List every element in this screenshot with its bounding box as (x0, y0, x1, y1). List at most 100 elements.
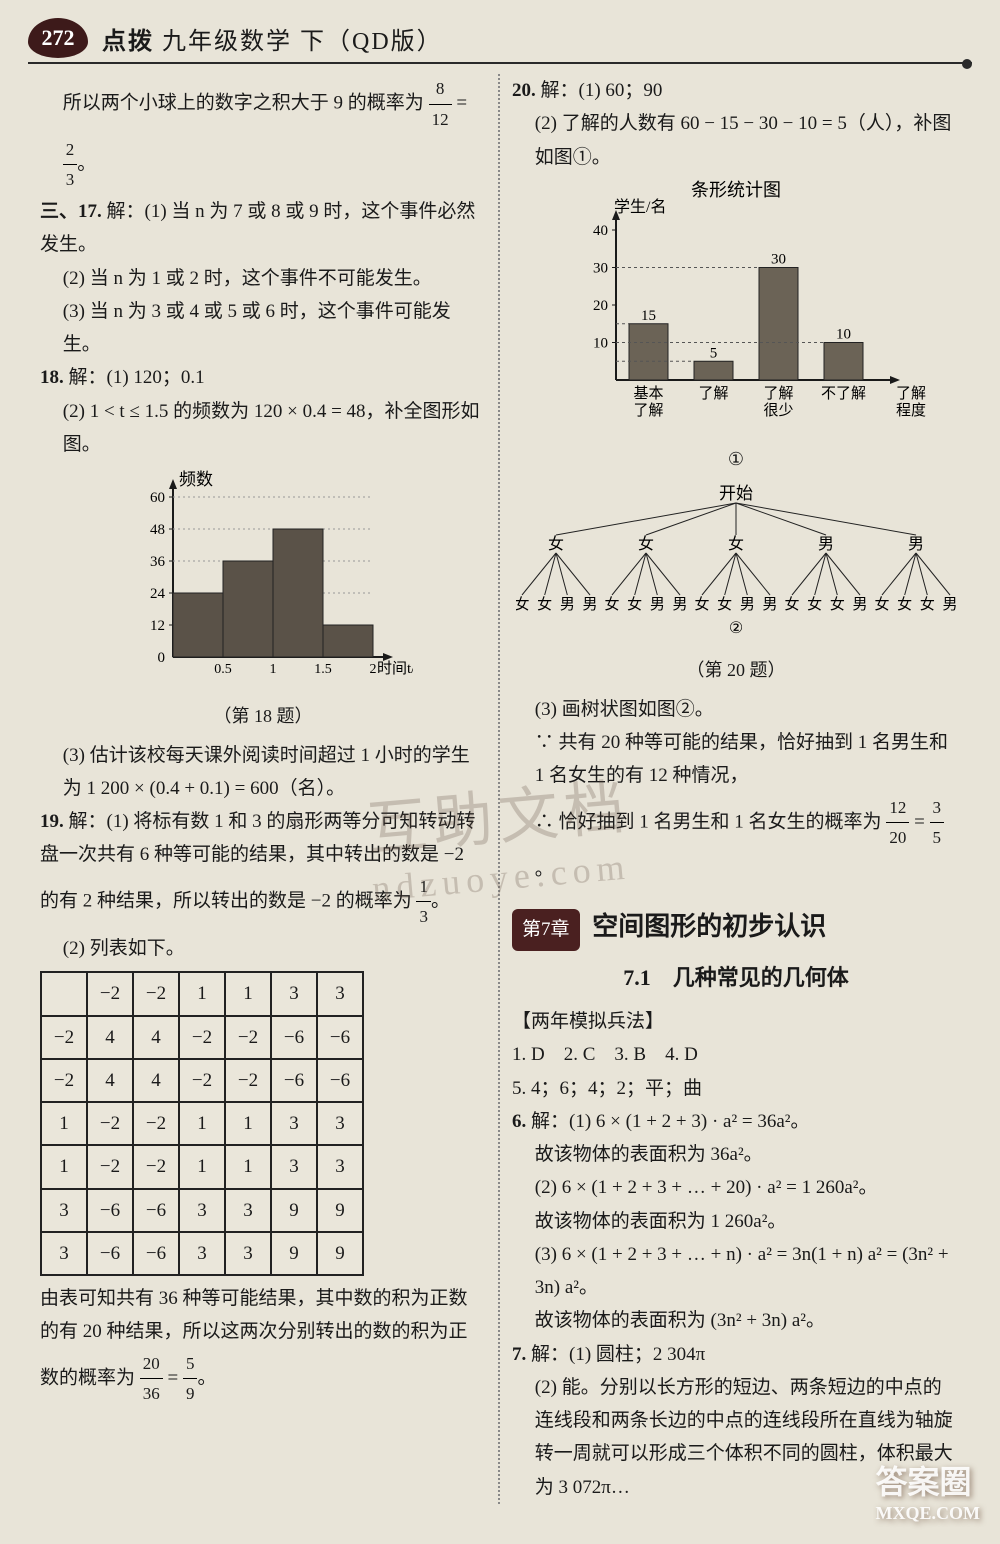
question-label: 三、17. (40, 201, 102, 222)
table-row: 3−6−63399 (41, 1232, 363, 1275)
brand-text: 点拨 (102, 29, 154, 55)
svg-text:1.5: 1.5 (314, 662, 332, 677)
table-cell: 3 (41, 1232, 87, 1275)
svg-text:0.5: 0.5 (214, 662, 232, 677)
fraction: 13 (416, 872, 431, 933)
svg-text:男: 男 (740, 597, 755, 613)
intro-paragraph: 所以两个小球上的数字之积大于 9 的概率为 812 = 23。 (40, 74, 486, 195)
q17: 三、17. 解：(1) 当 n 为 7 或 8 或 9 时，这个事件必然发生。 (40, 195, 486, 262)
svg-text:15: 15 (641, 308, 656, 324)
svg-text:48: 48 (150, 522, 165, 538)
equals: = (914, 811, 929, 832)
svg-text:12: 12 (150, 618, 165, 634)
table-cell: 1 (41, 1102, 87, 1145)
table-cell: 1 (225, 1102, 271, 1145)
watermark-corner: 答案圈 MXQE.COM (876, 1457, 980, 1524)
svg-text:开始: 开始 (719, 484, 753, 503)
question-label: 20. (512, 80, 536, 101)
period: 。 (197, 1367, 216, 1388)
chapter-heading: 第7章 空间图形的初步认识 (512, 904, 960, 950)
q20-part3a: (3) 画树状图如图②。 (512, 693, 960, 726)
chapter-title: 空间图形的初步认识 (592, 912, 826, 941)
table-cell: −2 (179, 1016, 225, 1059)
q6-1b: 故该物体的表面积为 36a²。 (512, 1138, 960, 1171)
svg-text:男: 男 (908, 536, 924, 553)
svg-text:女: 女 (627, 595, 642, 613)
table-cell: −2 (133, 1102, 179, 1145)
svg-text:男: 男 (560, 597, 575, 613)
table-cell: 4 (87, 1059, 133, 1102)
table-cell: 3 (225, 1232, 271, 1275)
table-cell: 3 (41, 1189, 87, 1232)
table-19: −2−21133−244−2−2−6−6−244−2−2−6−61−2−2113… (40, 971, 364, 1276)
svg-text:女: 女 (728, 534, 744, 553)
text: 所以两个小球上的数字之积大于 9 的概率为 (63, 93, 424, 114)
table-cell: 3 (225, 1189, 271, 1232)
q7: 7. 解：(1) 圆柱；2 304π (512, 1338, 960, 1371)
column-right: 20. 解：(1) 60；90 (2) 了解的人数有 60 − 15 − 30 … (500, 74, 972, 1504)
question-label: 6. (512, 1111, 526, 1132)
table-cell: 3 (317, 1102, 363, 1145)
table-cell: 9 (271, 1232, 317, 1275)
table-cell: 3 (179, 1232, 225, 1275)
table-header-cell: −2 (87, 972, 133, 1015)
table-cell: 9 (317, 1189, 363, 1232)
two-columns: 所以两个小球上的数字之积大于 9 的概率为 812 = 23。 三、17. 解：… (28, 74, 972, 1504)
tree-20-wrap: 开始女女女男男女女女男男女女女男男男女女女男男女女女男② （第 20 题） (512, 481, 960, 687)
svg-text:男: 男 (762, 597, 777, 613)
svg-text:10: 10 (593, 335, 608, 351)
q18-part2: (2) 1 < t ≤ 1.5 的频数为 120 × 0.4 = 48，补全图形… (40, 395, 486, 462)
chart-20: 条形统计图学生/名1020304015基本了解5了解30了解很少10不了解了解程… (546, 180, 926, 440)
q6: 6. 解：(1) 6 × (1 + 2 + 3) · a² = 36a²。 (512, 1105, 960, 1138)
svg-text:不了解: 不了解 (821, 385, 866, 402)
q6-2b: 故该物体的表面积为 1 260a²。 (512, 1205, 960, 1238)
svg-text:时间t/h: 时间t/h (377, 660, 413, 677)
table-cell: −6 (271, 1016, 317, 1059)
table-header-cell (41, 972, 87, 1015)
chart-18-caption: （第 18 题） (40, 701, 486, 733)
svg-text:男: 男 (818, 536, 834, 553)
svg-text:女: 女 (548, 534, 564, 553)
table-cell: −2 (179, 1059, 225, 1102)
svg-text:男: 男 (852, 597, 867, 613)
text: ∴ 恰好抽到 1 名男生和 1 名女生的概率为 (535, 811, 882, 832)
table-cell: −6 (133, 1189, 179, 1232)
q20-part3c: ∴ 恰好抽到 1 名男生和 1 名女生的概率为 1220 = 35。 (512, 793, 960, 887)
text: 由表可知共有 36 种等可能结果，其中数的积为正数的有 20 种结果，所以这两次… (40, 1288, 468, 1388)
period: 。 (77, 153, 96, 174)
svg-text:40: 40 (593, 223, 608, 239)
svg-text:条形统计图: 条形统计图 (691, 180, 781, 200)
fraction: 2036 (140, 1349, 163, 1410)
table-header-cell: 1 (179, 972, 225, 1015)
table-cell: −2 (41, 1059, 87, 1102)
text: 解：(1) 60；90 (541, 80, 663, 101)
svg-text:女: 女 (638, 534, 654, 553)
table-cell: 9 (317, 1232, 363, 1275)
table-cell: −2 (87, 1102, 133, 1145)
answers-1-4: 1. D 2. C 3. B 4. D (512, 1038, 960, 1071)
svg-text:2: 2 (370, 662, 377, 677)
text: 解：(1) 120；0.1 (69, 367, 205, 388)
chapter-badge: 第7章 (512, 909, 580, 950)
table-cell: −2 (225, 1016, 271, 1059)
page-number-badge: 272 (28, 18, 88, 58)
text: 解：(1) 圆柱；2 304π (531, 1344, 705, 1365)
box-label: 【两年模拟兵法】 (512, 1005, 960, 1038)
chart-20-caption-a: ① (512, 444, 960, 476)
table-cell: 1 (225, 1145, 271, 1188)
table-cell: 3 (271, 1145, 317, 1188)
svg-text:男: 男 (672, 597, 687, 613)
table-row: 1−2−21133 (41, 1102, 363, 1145)
q6-3b: 故该物体的表面积为 (3n² + 3n) a²。 (512, 1304, 960, 1337)
q17-part2: (2) 当 n 为 1 或 2 时，这个事件不可能发生。 (40, 262, 486, 295)
table-cell: 1 (179, 1145, 225, 1188)
svg-text:了解: 了解 (633, 402, 663, 419)
q18: 18. 解：(1) 120；0.1 (40, 361, 486, 394)
svg-text:60: 60 (150, 490, 165, 506)
period: 。 (535, 859, 554, 880)
svg-text:了解: 了解 (763, 385, 793, 402)
q20-part2: (2) 了解的人数有 60 − 15 − 30 − 10 = 5（人），补图如图… (512, 107, 960, 174)
table-cell: 3 (317, 1145, 363, 1188)
table-header-cell: 1 (225, 972, 271, 1015)
svg-text:女: 女 (516, 595, 530, 613)
